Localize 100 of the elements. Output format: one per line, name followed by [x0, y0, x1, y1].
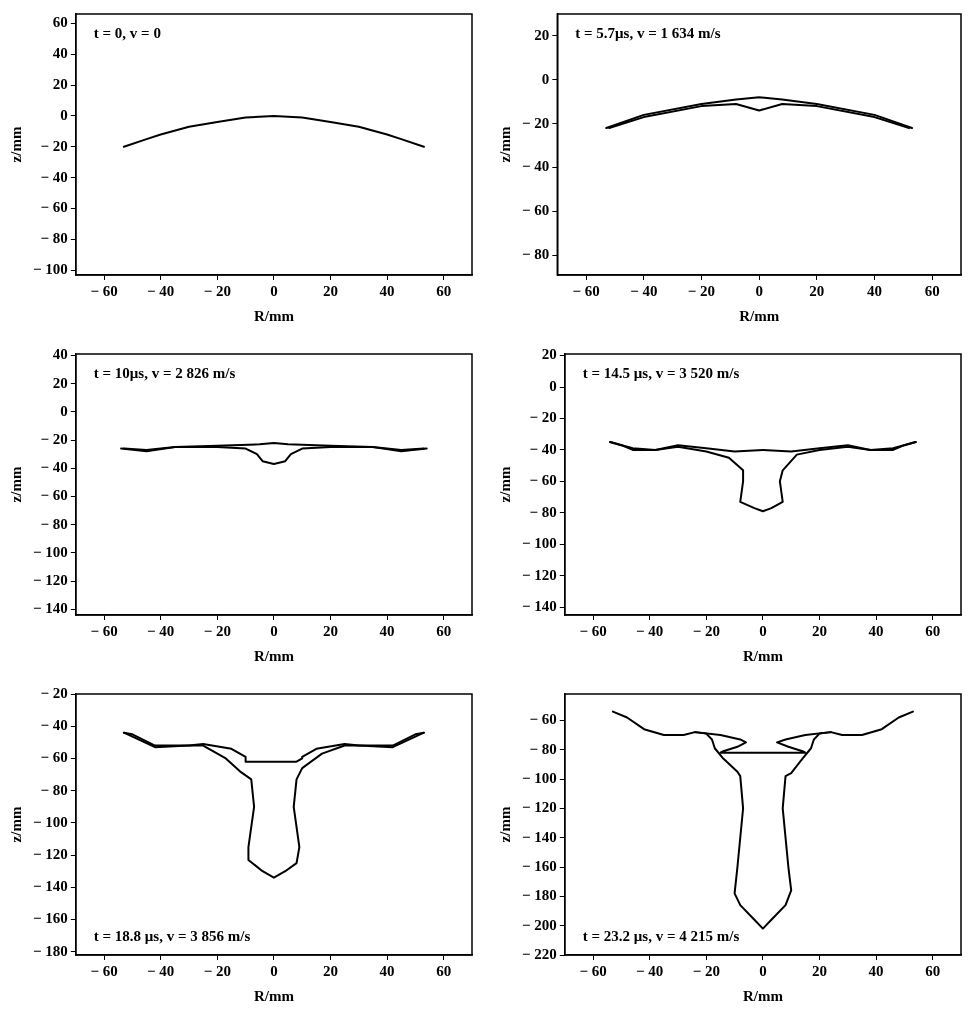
y-tick-label: − 100	[32, 813, 68, 830]
x-tick-label: − 40	[636, 962, 664, 979]
x-tick-label: − 60	[579, 622, 607, 639]
x-tick-label: 20	[323, 282, 338, 299]
x-tick-label: 40	[379, 282, 395, 299]
y-axis-title: z/mm	[496, 466, 513, 503]
y-tick-label: − 40	[521, 158, 550, 175]
y-tick-label: − 100	[521, 769, 557, 786]
y-tick-label: − 120	[32, 572, 68, 589]
y-tick-label: − 40	[529, 440, 557, 457]
annotation: t = 18.8 μs, v = 3 856 m/s	[93, 927, 251, 944]
y-tick-label: − 140	[32, 878, 68, 895]
y-axis-title: z/mm	[496, 126, 513, 163]
y-tick-label: 40	[52, 45, 68, 62]
x-tick-label: 20	[812, 622, 827, 639]
y-tick-label: − 80	[529, 503, 557, 520]
y-axis-title: z/mm	[496, 806, 513, 843]
y-tick-label: 20	[534, 26, 550, 43]
x-tick-label: 40	[379, 622, 395, 639]
x-tick-label: 40	[379, 962, 395, 979]
x-tick-label: − 40	[147, 962, 175, 979]
x-tick-label: 0	[755, 282, 763, 299]
y-tick-label: − 100	[32, 261, 68, 278]
y-tick-label: − 80	[521, 246, 550, 263]
y-tick-label: − 140	[32, 600, 68, 617]
x-tick-label: 40	[866, 282, 882, 299]
x-axis-title: R/mm	[253, 987, 295, 1004]
y-tick-label: − 40	[40, 459, 68, 476]
x-tick-label: − 60	[572, 282, 600, 299]
x-tick-label: 0	[759, 622, 767, 639]
x-axis-title: R/mm	[739, 307, 780, 324]
x-tick-label: 40	[868, 622, 884, 639]
x-tick-label: − 40	[636, 622, 664, 639]
y-tick-label: − 140	[521, 598, 557, 615]
x-tick-label: 20	[323, 962, 338, 979]
y-tick-label: − 20	[521, 114, 550, 131]
y-tick-label: 0	[60, 402, 68, 419]
x-tick-label: − 20	[203, 622, 231, 639]
y-tick-label: 0	[549, 377, 557, 394]
y-tick-label: − 160	[521, 857, 557, 874]
y-tick-label: − 40	[40, 717, 68, 734]
x-axis-title: R/mm	[253, 307, 295, 324]
annotation: t = 14.5 μs, v = 3 520 m/s	[582, 364, 740, 381]
y-tick-label: − 180	[521, 887, 557, 904]
y-tick-label: − 20	[40, 137, 68, 154]
y-tick-label: − 60	[529, 472, 557, 489]
y-tick-label: − 80	[40, 230, 68, 247]
y-tick-label: 0	[541, 70, 550, 87]
x-tick-label: 60	[436, 962, 452, 979]
y-tick-label: − 80	[40, 781, 68, 798]
x-tick-label: − 20	[692, 962, 720, 979]
annotation: t = 23.2 μs, v = 4 215 m/s	[582, 927, 740, 944]
y-tick-label: 20	[52, 374, 68, 391]
x-tick-label: 60	[925, 962, 941, 979]
x-tick-label: − 20	[692, 622, 720, 639]
y-tick-label: 20	[541, 346, 557, 363]
y-tick-label: − 100	[521, 535, 557, 552]
y-tick-label: − 120	[32, 845, 68, 862]
x-tick-label: 40	[868, 962, 884, 979]
y-tick-label: 60	[52, 14, 68, 31]
y-axis-title: z/mm	[7, 126, 24, 163]
x-tick-label: 60	[436, 282, 452, 299]
x-tick-label: 60	[924, 282, 940, 299]
x-axis-title: R/mm	[742, 987, 784, 1004]
x-tick-label: − 20	[203, 282, 231, 299]
y-tick-label: 40	[52, 346, 68, 363]
x-tick-label: − 60	[579, 962, 607, 979]
y-axis-title: z/mm	[7, 466, 24, 503]
x-tick-label: 60	[436, 622, 452, 639]
x-tick-label: − 20	[687, 282, 716, 299]
x-tick-label: − 40	[147, 622, 175, 639]
y-tick-label: − 60	[521, 202, 550, 219]
x-tick-label: 0	[270, 962, 278, 979]
y-tick-label: − 100	[32, 543, 68, 560]
y-tick-label: − 60	[529, 711, 557, 728]
x-tick-label: 20	[323, 622, 338, 639]
x-tick-label: 20	[809, 282, 825, 299]
annotation: t = 0, v = 0	[93, 24, 161, 41]
x-tick-label: − 40	[630, 282, 658, 299]
y-tick-label: − 220	[521, 945, 557, 962]
y-tick-label: 0	[60, 106, 68, 123]
y-tick-label: − 200	[521, 916, 557, 933]
y-tick-label: − 60	[40, 199, 68, 216]
y-tick-label: − 180	[32, 942, 68, 959]
y-tick-label: − 20	[40, 684, 68, 701]
annotation: t = 5.7μs, v = 1 634 m/s	[575, 24, 721, 41]
y-tick-label: 20	[52, 75, 68, 92]
y-tick-label: − 20	[529, 409, 557, 426]
x-tick-label: − 60	[90, 962, 118, 979]
x-axis-title: R/mm	[253, 647, 295, 664]
y-tick-label: − 120	[521, 566, 557, 583]
x-tick-label: − 40	[147, 282, 175, 299]
y-tick-label: − 80	[529, 740, 557, 757]
x-tick-label: 0	[270, 282, 278, 299]
x-tick-label: 20	[812, 962, 827, 979]
x-tick-label: 0	[270, 622, 278, 639]
y-axis-title: z/mm	[7, 806, 24, 843]
y-tick-label: − 60	[40, 749, 68, 766]
x-tick-label: 60	[925, 622, 941, 639]
y-tick-label: − 120	[521, 799, 557, 816]
